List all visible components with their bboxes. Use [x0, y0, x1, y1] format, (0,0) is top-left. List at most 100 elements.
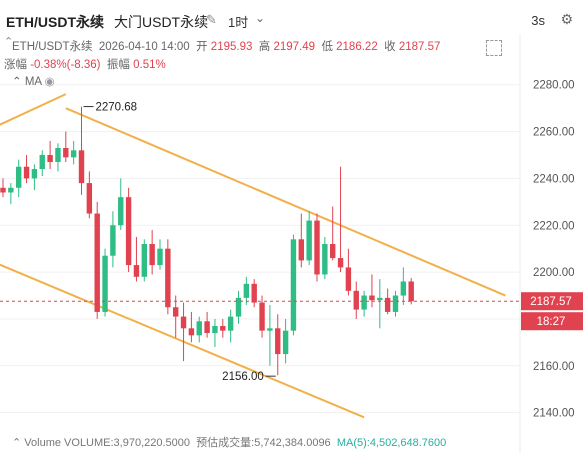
high-annotation-label: 2270.68	[96, 102, 138, 114]
last-price-label: 2187.57	[530, 296, 572, 308]
chart-header: ETH/USDT永续 大门USDT永续 ✎ 1时 ⌄ 3s ⚙	[0, 0, 585, 34]
y-tick-label: 2260.00	[533, 127, 575, 139]
edit-icon[interactable]: ✎	[206, 12, 217, 27]
info-datetime: 2026-04-10 14:00	[98, 41, 190, 53]
candle-body	[16, 166, 22, 188]
candle-body	[353, 290, 359, 310]
candle-body	[235, 297, 242, 317]
candle-body	[23, 166, 30, 179]
eye-icon[interactable]: ◉	[44, 76, 55, 88]
change-info: 涨幅 -0.38%(-8.36) 振幅 0.51%	[4, 56, 166, 72]
candle-body	[392, 295, 399, 312]
close-label: 收	[384, 41, 396, 53]
y-tick-label: 2220.00	[533, 220, 575, 232]
candle-body	[275, 328, 281, 355]
candle-body	[165, 248, 171, 308]
change-value: -0.38%(-8.36)	[30, 59, 101, 71]
candle-body	[361, 295, 367, 310]
countdown-label: 18:27	[537, 316, 566, 328]
candle-body	[400, 281, 407, 296]
volume-ma5: MA(5):4,502,648.7600	[336, 437, 447, 449]
candle-body	[133, 265, 140, 277]
timeframe-selector[interactable]: 1时	[228, 15, 249, 30]
candle-body	[337, 258, 344, 268]
candle-body	[227, 316, 234, 331]
ma-indicator[interactable]: ⌃ MA ◉	[12, 74, 55, 88]
y-tick-label: 2200.00	[533, 267, 575, 279]
candle-body	[110, 225, 116, 256]
candle-body	[157, 248, 163, 266]
volume-estimate: 预估成交量:5,742,384.0096	[196, 437, 331, 449]
amp-value: 0.51%	[133, 59, 166, 71]
refresh-interval[interactable]: 3s	[531, 13, 545, 28]
candle-body	[55, 147, 61, 163]
info-symbol: ETH/USDT永续	[12, 41, 93, 53]
candle-body	[149, 244, 155, 266]
gear-icon[interactable]: ⚙	[560, 11, 573, 27]
candle-body	[369, 295, 375, 301]
ohlc-info: ETH/USDT永续 2026-04-10 14:00 开 2195.93 高 …	[12, 38, 440, 54]
collapse-icon[interactable]: ⌃	[4, 36, 14, 48]
candle-body	[306, 220, 312, 261]
last-price-tag	[521, 292, 583, 311]
trend-channel-line	[65, 107, 506, 297]
symbol-title[interactable]: ETH/USDT永续	[6, 14, 104, 30]
candle-body	[267, 328, 273, 331]
candle-body	[220, 325, 226, 331]
candle-body	[180, 316, 187, 329]
candle-body	[78, 150, 85, 184]
high-value: 2197.49	[273, 41, 316, 53]
candle-body	[259, 302, 265, 331]
y-tick-label: 2160.00	[533, 361, 575, 373]
candle-body	[196, 321, 202, 336]
candle-body	[345, 267, 352, 291]
candle-body	[290, 239, 297, 331]
candle-body	[173, 307, 179, 317]
candle-body	[47, 155, 53, 163]
expand-icon[interactable]	[486, 40, 502, 56]
change-label: 涨幅	[4, 59, 27, 71]
trend-channel-line	[0, 93, 67, 126]
candle-body	[384, 297, 391, 312]
candle-body	[377, 297, 383, 301]
countdown-tag	[521, 312, 583, 331]
close-value: 2187.57	[398, 41, 441, 53]
candle-body	[322, 244, 328, 275]
candle-body	[141, 244, 147, 277]
open-label: 开	[196, 41, 208, 53]
y-tick-label: 2240.00	[533, 173, 575, 185]
candle-body	[298, 239, 304, 261]
high-label: 高	[258, 41, 271, 53]
candle-body	[212, 325, 218, 333]
candle-body	[330, 244, 336, 259]
ma-label: MA	[24, 76, 42, 88]
open-value: 2195.93	[210, 41, 253, 53]
candle-body	[8, 187, 14, 193]
chevron-down-icon[interactable]: ⌄	[255, 11, 266, 25]
candle-body	[251, 283, 257, 303]
volume-label: Volume	[24, 437, 61, 449]
candle-body	[94, 213, 100, 312]
volume-info: ⌃ Volume VOLUME:3,970,220.5000 预估成交量:5,7…	[12, 434, 446, 450]
volume-value: VOLUME:3,970,220.5000	[64, 437, 191, 449]
venue-label: 大门USDT永续	[114, 14, 209, 30]
y-tick-label: 2140.00	[533, 408, 575, 420]
y-tick-label: 2280.00	[533, 80, 575, 92]
low-value: 2186.22	[336, 41, 378, 53]
candle-body	[282, 330, 289, 355]
candle-body	[31, 169, 38, 179]
amp-label: 振幅	[106, 59, 130, 71]
ma-collapse-icon[interactable]: ⌃	[12, 76, 22, 88]
low-label: 低	[321, 41, 333, 53]
candle-body	[39, 155, 45, 170]
low-annotation-label: 2156.00	[222, 371, 264, 383]
candle-body	[125, 197, 132, 266]
candle-body	[204, 321, 210, 333]
candle-body	[243, 283, 250, 298]
candle-body	[0, 187, 6, 193]
volume-collapse-icon[interactable]: ⌃	[12, 437, 22, 449]
candle-body	[118, 197, 124, 226]
candle-body	[102, 255, 108, 312]
candle-body	[188, 328, 195, 336]
